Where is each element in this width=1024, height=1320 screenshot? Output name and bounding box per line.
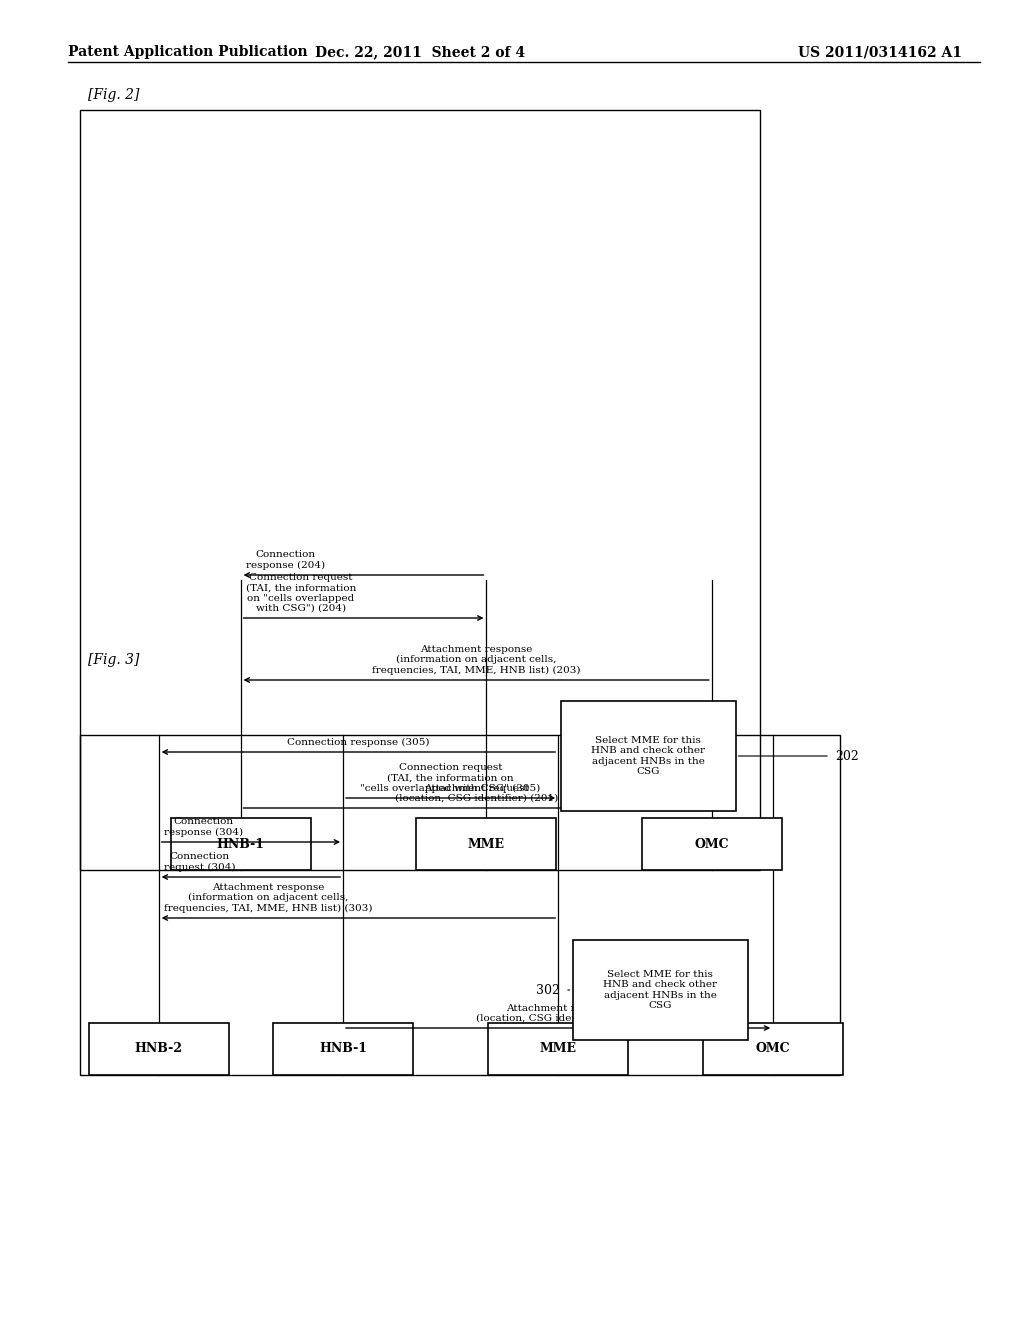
Text: MME: MME: [468, 837, 505, 850]
Text: Connection response (305): Connection response (305): [287, 738, 430, 747]
Text: OMC: OMC: [694, 837, 729, 850]
Text: Connection request
(TAI, the information on
"cells overlapped with CSG" (305): Connection request (TAI, the information…: [360, 763, 541, 793]
Bar: [273, 1023, 413, 1074]
Bar: [488, 1023, 628, 1074]
Text: HNB-2: HNB-2: [135, 1043, 182, 1056]
Text: OMC: OMC: [756, 1043, 791, 1056]
Text: Connection
request (304): Connection request (304): [164, 853, 236, 873]
Text: 302: 302: [537, 983, 560, 997]
Bar: [80, 110, 760, 870]
Text: Patent Application Publication: Patent Application Publication: [68, 45, 307, 59]
Bar: [560, 701, 735, 810]
Text: Attachment request
(location, CSG identifier) (301): Attachment request (location, CSG identi…: [476, 1003, 640, 1023]
Text: Attachment request
(location, CSG identifier) (201): Attachment request (location, CSG identi…: [394, 784, 558, 803]
Text: Connection
response (204): Connection response (204): [246, 550, 325, 570]
Bar: [572, 940, 748, 1040]
Text: MME: MME: [540, 1043, 577, 1056]
Text: Select MME for this
HNB and check other
adjacent HNBs in the
CSG: Select MME for this HNB and check other …: [603, 970, 717, 1010]
Bar: [642, 818, 781, 870]
Text: [Fig. 2]: [Fig. 2]: [88, 88, 139, 102]
Text: Attachment response
(information on adjacent cells,
frequencies, TAI, MME, HNB l: Attachment response (information on adja…: [372, 645, 581, 675]
Bar: [417, 818, 556, 870]
Text: 202: 202: [835, 750, 859, 763]
Text: [Fig. 3]: [Fig. 3]: [88, 653, 139, 667]
Text: Connection request
(TAI, the information
on "cells overlapped
with CSG") (204): Connection request (TAI, the information…: [246, 573, 356, 612]
Bar: [89, 1023, 228, 1074]
Text: HNB-1: HNB-1: [217, 837, 264, 850]
Text: Dec. 22, 2011  Sheet 2 of 4: Dec. 22, 2011 Sheet 2 of 4: [315, 45, 525, 59]
Text: Select MME for this
HNB and check other
adjacent HNBs in the
CSG: Select MME for this HNB and check other …: [591, 737, 705, 776]
Bar: [80, 735, 840, 1074]
Bar: [171, 818, 310, 870]
Text: US 2011/0314162 A1: US 2011/0314162 A1: [798, 45, 962, 59]
Text: Attachment response
(information on adjacent cells,
frequencies, TAI, MME, HNB l: Attachment response (information on adja…: [164, 883, 372, 913]
Text: Connection
response (304): Connection response (304): [164, 817, 243, 837]
Bar: [703, 1023, 843, 1074]
Text: HNB-1: HNB-1: [319, 1043, 367, 1056]
